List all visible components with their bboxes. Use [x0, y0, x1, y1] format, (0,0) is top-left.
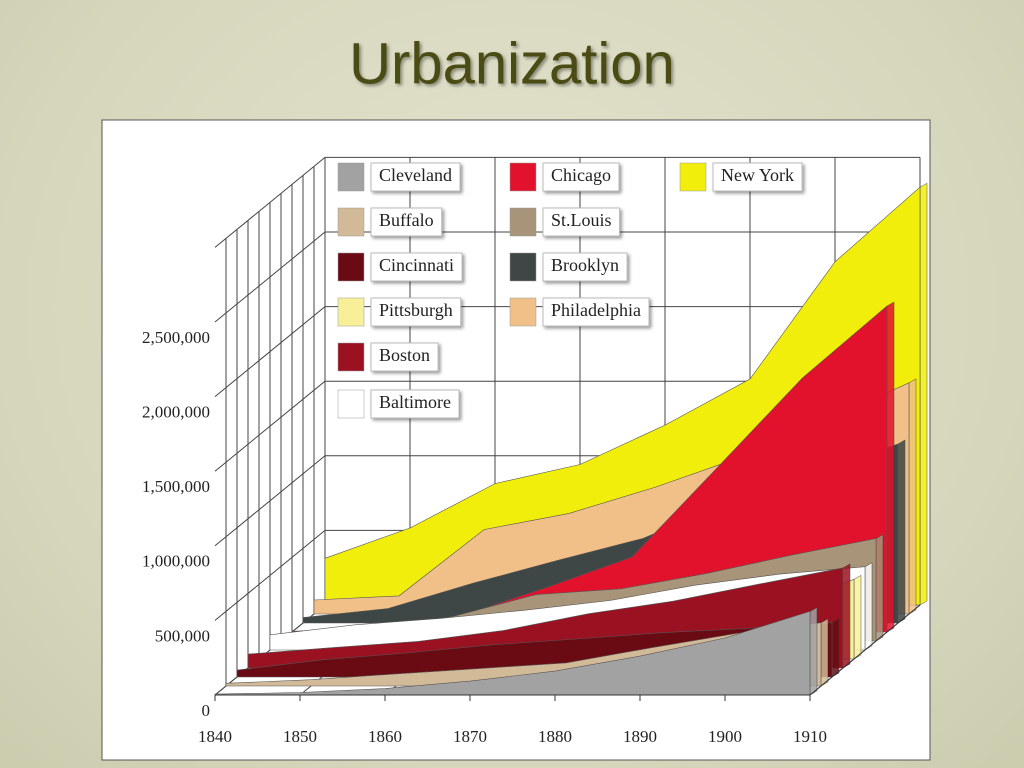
legend-swatch — [679, 162, 707, 192]
x-tick-label: 1860 — [368, 727, 402, 746]
legend-swatch — [509, 252, 537, 282]
y-tick-label: 1,000,000 — [142, 552, 210, 571]
legend-box — [370, 342, 439, 372]
area-edge — [853, 574, 862, 660]
legend-box — [542, 297, 650, 327]
x-tick-label: 1850 — [283, 727, 317, 746]
x-tick-label: 1910 — [793, 727, 827, 746]
x-tick-label: 1840 — [198, 727, 232, 746]
y-tick-label: 2,500,000 — [142, 328, 210, 347]
plot-area — [214, 182, 928, 696]
y-tick-label: 0 — [202, 701, 211, 720]
legend-box — [370, 389, 460, 419]
legend-swatch — [509, 162, 537, 192]
area-edge — [809, 607, 818, 696]
legend-label: Brooklyn — [551, 255, 619, 275]
area-edge — [820, 618, 829, 687]
legend-label: St.Louis — [551, 210, 612, 230]
x-axis — [809, 604, 921, 696]
legend-swatch — [337, 389, 365, 419]
legend-box — [370, 207, 443, 237]
area-edge — [842, 563, 851, 669]
legend-label: Pittsburgh — [379, 300, 453, 320]
area-edge — [886, 301, 895, 633]
legend-box — [542, 162, 620, 192]
x-tick-label: 1890 — [623, 727, 657, 746]
x-tick-label: 1870 — [453, 727, 487, 746]
legend-box — [370, 162, 461, 192]
legend-label: Cincinnati — [379, 255, 454, 275]
x-tick-label: 1880 — [538, 727, 572, 746]
legend-swatch — [337, 342, 365, 372]
legend-box — [542, 207, 621, 237]
legend-box — [370, 297, 462, 327]
area-edge — [919, 182, 928, 606]
x-tick-label: 1900 — [708, 727, 742, 746]
legend-swatch — [509, 207, 537, 237]
legend-swatch — [509, 297, 537, 327]
legend-swatch — [337, 162, 365, 192]
slide-title: Urbanization — [349, 31, 675, 96]
legend-label: Philadelphia — [551, 300, 641, 320]
legend: New York Philadelphia Brooklyn Chicago St.Lo… — [337, 162, 803, 419]
legend-box — [542, 252, 628, 282]
legend-box — [712, 162, 803, 192]
y-tick-label: 2,000,000 — [142, 403, 210, 422]
legend-label: Buffalo — [379, 210, 434, 230]
legend-label: Chicago — [551, 165, 611, 185]
area-edge — [864, 562, 873, 651]
legend-label: Baltimore — [379, 392, 451, 412]
legend-box — [370, 252, 463, 282]
legend-label: New York — [721, 165, 794, 185]
y-tick-label: 1,500,000 — [142, 477, 210, 496]
area-edge — [897, 439, 906, 624]
legend-swatch — [337, 207, 365, 237]
legend-label: Cleveland — [379, 165, 452, 185]
area-edge — [831, 618, 840, 678]
area-edge — [908, 378, 917, 615]
legend-swatch — [337, 297, 365, 327]
area-edge — [875, 534, 884, 642]
legend-label: Boston — [379, 345, 430, 365]
legend-swatch — [337, 252, 365, 282]
axes: 0 500,000 1,000,000 1,500,000 2,000,000 2,500… — [142, 328, 921, 746]
y-tick-label: 500,000 — [155, 626, 210, 645]
